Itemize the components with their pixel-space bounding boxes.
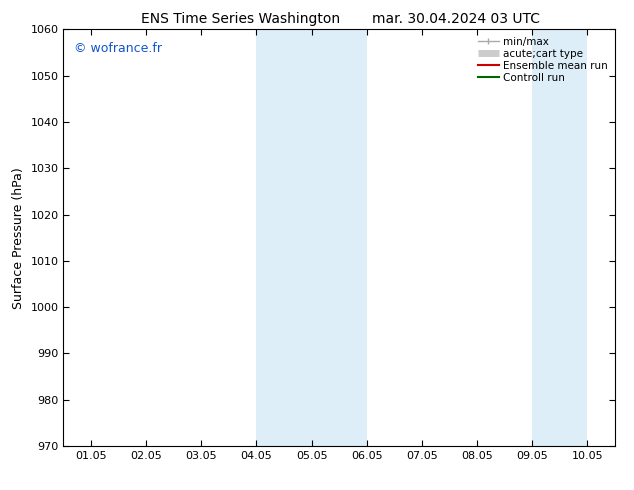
Text: © wofrance.fr: © wofrance.fr [74,42,162,55]
Bar [312,29,367,446]
Legend: min/max, acute;cart type, Ensemble mean run, Controll run: min/max, acute;cart type, Ensemble mean … [476,35,610,85]
Y-axis label: Surface Pressure (hPa): Surface Pressure (hPa) [12,167,25,309]
Text: ENS Time Series Washington: ENS Time Series Washington [141,12,340,26]
Text: mar. 30.04.2024 03 UTC: mar. 30.04.2024 03 UTC [373,12,540,26]
Bar [256,29,312,446]
Bar [533,29,588,446]
